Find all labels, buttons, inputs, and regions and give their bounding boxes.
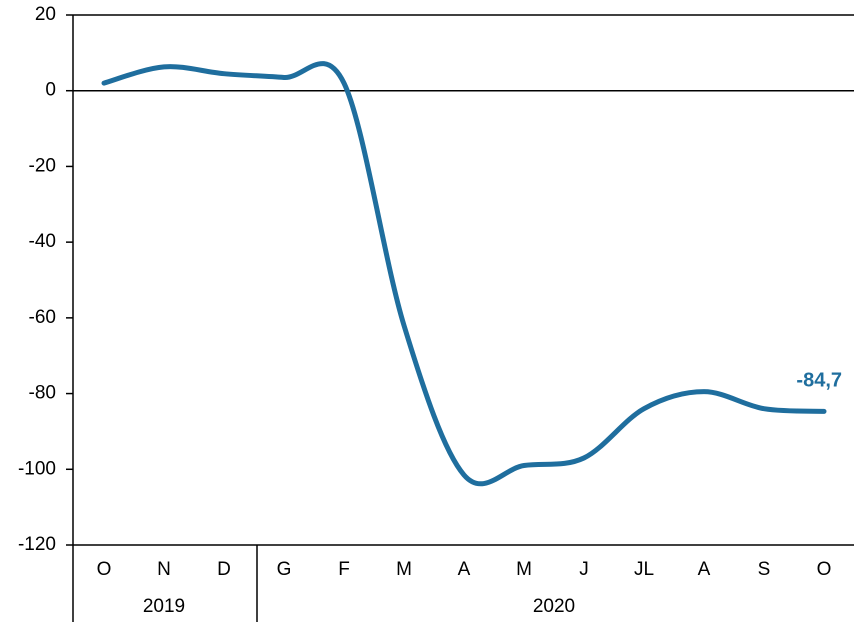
x-tick-label: A (458, 559, 471, 580)
x-tick-label: S (758, 559, 771, 580)
y-tick-label: -20 (29, 155, 56, 176)
y-tick-label: 0 (45, 80, 56, 101)
x-tick-label: O (97, 559, 112, 580)
x-tick-label: D (217, 559, 231, 580)
x-tick-label: JL (634, 559, 654, 580)
y-tick-label: -60 (29, 307, 56, 328)
line (101, 61, 827, 487)
x-tick-label: A (698, 559, 711, 580)
y-tick-label: -120 (18, 534, 56, 555)
x-tick-label: O (817, 559, 832, 580)
group-label: 2020 (533, 596, 575, 617)
y-tick-label: 20 (35, 4, 56, 25)
x-tick-label: J (579, 559, 589, 580)
x-tick-label: M (516, 559, 532, 580)
x-tick-label: G (277, 559, 292, 580)
x-tick-label: N (157, 559, 171, 580)
x-tick-label: M (396, 559, 412, 580)
y-tick-label: -100 (18, 458, 56, 479)
x-tick-label: F (338, 559, 350, 580)
group-label: 2019 (143, 596, 185, 617)
y-tick-label: -40 (29, 231, 56, 252)
y-tick-label: -80 (29, 383, 56, 404)
value-label: -84,7 (796, 370, 842, 392)
